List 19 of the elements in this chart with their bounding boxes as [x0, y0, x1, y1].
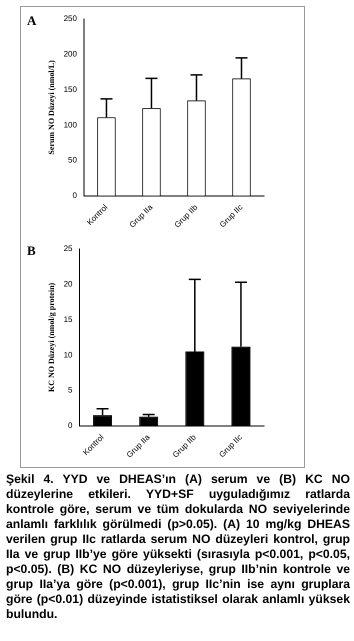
y-tick-label: 0 [72, 190, 78, 200]
x-tick-label: Grup IIa [124, 432, 152, 460]
y-tick-label: 20 [64, 280, 74, 289]
y-tick-label: 15 [64, 314, 74, 324]
y-tick-label: 50 [68, 156, 78, 165]
y-tick-label: 5 [68, 386, 74, 395]
chart-title: B [27, 242, 36, 258]
y-axis-title: Serum NO Düzeyi (nmol/L) [46, 60, 56, 155]
y-tick-label: 100 [64, 120, 78, 130]
x-tick-label: Grup IIb [170, 432, 198, 460]
y-tick-label: 25 [64, 244, 74, 254]
text: Şekil 4. YYD ve DHEAS’ın (A) serum ve (B) KC NO düzeylerine etkileri. YYD+SF uyguladığımız ratlarda kontrole göre, serum ve tüm dokularda NO seviyelerinde anlamlı farklılık görülmedi (p>0.05). (A) 10 mg/kg DHEAS verilen grup IIc ratlarda serum NO düzeyleri kontrol, grup IIa ve grup IIb’ye göre yüksekti (sırasıyla p<0.001, p<0.05, p<0.05). (B) KC NO düzeyleriyse, grup IIb’nin kontrole ve grup IIa’ya göre (p<0.001), grup IIc’nin ise aynı gruplara göre (p<0.01) düzeyinde istatistiksel olarak anlamlı yüksek bulundu. [6, 472, 350, 621]
y-tick-label: 250 [64, 14, 78, 24]
chart-title: A [27, 12, 37, 28]
y-tick-label: 10 [64, 350, 74, 360]
y-axis-title: KC NO Düzeyi (nmol/g protein) [46, 282, 56, 392]
y-tick-label: 150 [64, 84, 78, 94]
y-tick-label: 200 [64, 50, 78, 59]
y-tick-label: 0 [68, 420, 74, 430]
